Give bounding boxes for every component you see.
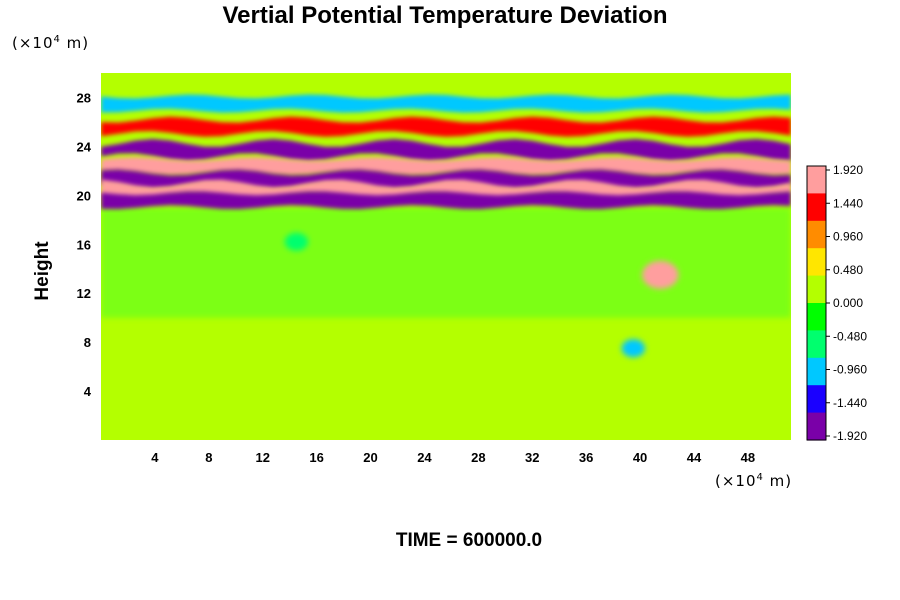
x-tick-label: 36 [579,450,593,465]
colorbar-segment [807,179,826,188]
field-variation [101,207,791,318]
colorbar-segment [807,433,826,441]
colorbar-tick-label: 0.000 [833,296,863,310]
colorbar-tick-label: 1.920 [833,163,863,177]
x-axis-unit: (×104 m) [715,472,792,490]
plot-area [101,73,791,440]
heatmap-band [101,191,791,210]
colorbar-segment [807,241,826,249]
y-tick-label: 28 [77,90,91,105]
x-unit-exponent: 4 [756,472,764,483]
x-unit-prefix: (×10 [715,472,757,490]
colorbar-segment [807,234,826,242]
colorbar-segment [807,350,826,359]
y-unit-exponent: 4 [53,34,61,45]
colorbar-segment [807,419,826,427]
colorbar-segment [807,398,826,407]
colorbar-segment [807,378,826,386]
colorbar-segment [807,357,826,366]
x-unit-suffix: m) [763,472,793,490]
colorbar-segment [807,296,826,304]
colorbar-segment [807,213,826,222]
y-tick-label: 20 [77,188,91,203]
colorbar-segment [807,364,826,373]
colorbar-segment [807,207,826,215]
colorbar-segment [807,255,826,263]
colorbar-segment [807,200,826,208]
colorbar-tick-label: 0.960 [833,230,863,244]
colorbar-segment [807,261,826,270]
y-unit-prefix: (×10 [12,34,54,52]
heatmap-band [101,139,791,162]
heatmap-band [101,116,791,137]
colorbar-segment [807,172,826,181]
y-tick-label: 24 [77,139,92,154]
colorbar-segment [807,316,826,325]
colorbar-segment [807,186,826,194]
colorbar-segment [807,227,826,236]
colorbar-tick-label: 0.480 [833,263,863,277]
x-tick-label: 20 [363,450,377,465]
colorbar-segment [807,371,826,379]
heatmap-band [101,169,791,190]
heatmap-band [101,156,791,175]
colorbar-segment [807,337,826,345]
colorbar-segment [807,268,826,277]
x-tick-label: 40 [633,450,647,465]
colorbar-segment [807,426,826,434]
colorbar-tick-label: 1.440 [833,196,863,210]
colorbar-segment [807,303,826,311]
x-tick-label: 28 [471,450,485,465]
y-tick-label: 16 [77,237,91,252]
colorbar-tick-label: -1.920 [833,429,867,443]
colorbar-segment [807,220,826,229]
colorbar-segment [807,330,826,338]
colorbar-segment [807,385,826,393]
heatmap-band [101,94,791,113]
x-tick-label: 48 [741,450,755,465]
colorbar-segment [807,309,826,318]
x-tick-label: 32 [525,450,539,465]
chart-title: Vertial Potential Temperature Deviation [222,2,668,29]
colorbar-segment [807,166,826,174]
colorbar-segment [807,248,826,256]
x-tick-label: 16 [309,450,323,465]
colorbar-tick-label: -1.440 [833,396,867,410]
heatmap-feature [621,339,646,358]
x-tick-label: 12 [255,450,269,465]
colorbar-segment [807,289,826,297]
x-tick-label: 44 [687,450,702,465]
colorbar-segment [807,193,826,201]
x-tick-label: 4 [151,450,159,465]
x-tick-label: 8 [205,450,212,465]
colorbar-tick-label: -0.960 [833,363,867,377]
colorbar-segment [807,275,826,284]
y-unit-suffix: m) [60,34,90,52]
colorbar-segment [807,282,826,290]
y-tick-label: 8 [84,335,91,350]
y-tick-label: 12 [77,286,91,301]
time-footer: TIME = 600000.0 [395,530,543,551]
colorbar-segment [807,323,826,331]
colorbar-segment [807,344,826,352]
colorbar-segment [807,392,826,400]
colorbar-tick-label: -0.480 [833,329,867,343]
heatmap-feature [284,232,309,251]
colorbar-segment [807,412,826,421]
heatmap-feature [642,260,679,289]
colorbar-segment [807,405,826,414]
y-axis-unit: (×104 m) [12,34,89,52]
x-tick-label: 24 [417,450,432,465]
y-tick-label: 4 [84,384,92,399]
colorbar: 1.920 1.440 0.960 0.480 0.000 -0.480 -0.960 -1.… [806,163,867,443]
